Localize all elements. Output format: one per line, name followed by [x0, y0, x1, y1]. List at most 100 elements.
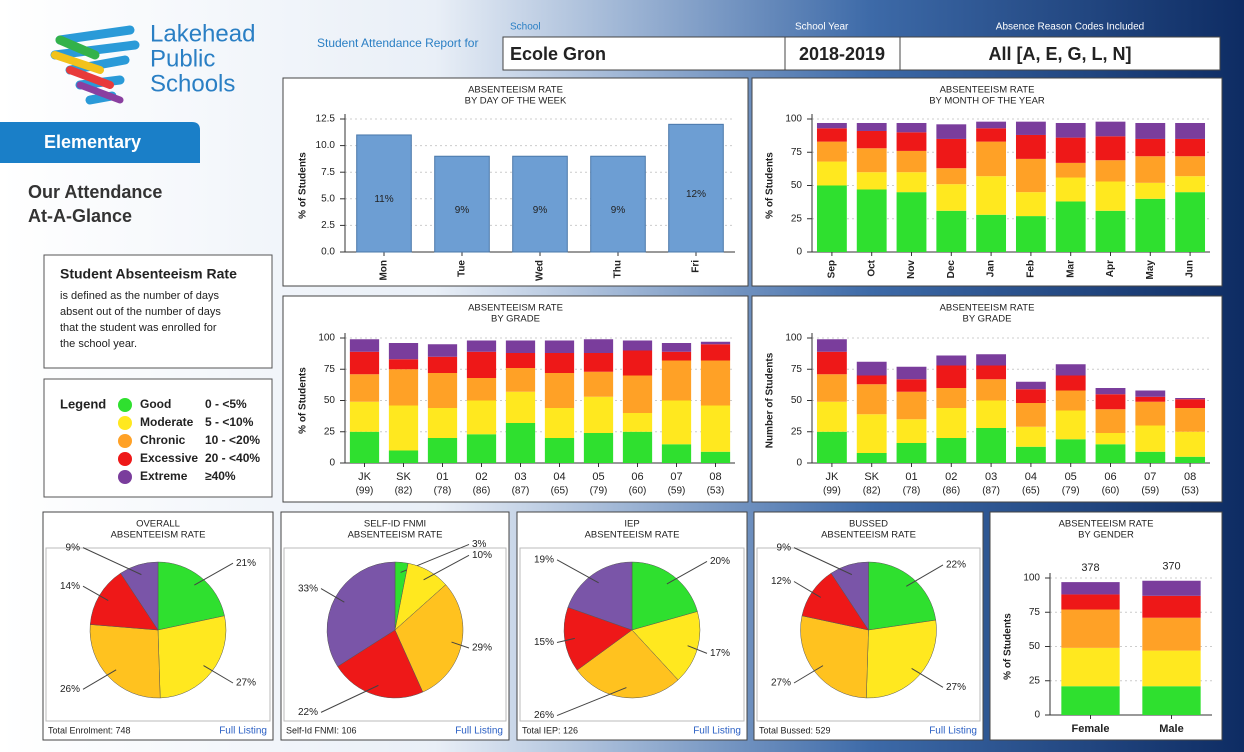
school-value: Ecole Gron [510, 44, 606, 64]
bar-segment [856, 414, 887, 453]
codes-select[interactable] [899, 36, 1221, 71]
leader-line [556, 637, 575, 643]
leader-line [793, 581, 822, 598]
full-listing-link[interactable]: Full Listing [455, 726, 503, 737]
bar-segment [1175, 176, 1206, 193]
bar-segment [1135, 396, 1166, 402]
value-label: 15% [534, 637, 554, 648]
y-tick-label: 50 [324, 395, 336, 406]
full-listing-link[interactable]: Full Listing [929, 726, 977, 737]
bar-segment [700, 405, 731, 452]
pie-slice [563, 606, 633, 671]
pie-slice [567, 561, 633, 631]
x-tick-count: (82) [863, 486, 881, 497]
bar-segment [583, 371, 614, 397]
bar-segment [976, 176, 1007, 215]
bar-segment [505, 368, 536, 392]
y-axis-label: % of Students [765, 152, 776, 219]
x-tick-label: 05 [592, 471, 604, 483]
bar-segment [936, 210, 967, 252]
leader-line [320, 588, 345, 603]
level-tab [0, 122, 200, 163]
legend-range: 10 - <20% [205, 433, 260, 447]
bar-segment [700, 344, 731, 361]
school-select[interactable] [502, 36, 786, 71]
x-tick-count: (79) [1062, 486, 1080, 497]
legend-box [43, 378, 273, 498]
value-label: 3% [472, 539, 487, 550]
bar-segment [976, 400, 1007, 428]
chart-title: ABSENTEEISM RATE [468, 303, 563, 314]
chart-title: SELF-ID FNMI [364, 519, 426, 530]
legend-range: 5 - <10% [205, 415, 254, 429]
bar-segment [1055, 137, 1086, 163]
bar-segment [976, 214, 1007, 252]
y-tick-label: 0 [329, 458, 335, 469]
bar-segment [816, 401, 847, 432]
bar-segment [896, 172, 927, 193]
pie-footer: Total Enrolment: 748 [48, 725, 131, 735]
x-tick-count: (87) [512, 486, 530, 497]
y-tick-label: 50 [791, 180, 803, 191]
bar-segment [936, 438, 967, 463]
bar-segment [505, 353, 536, 368]
x-tick-label: 05 [1065, 471, 1077, 483]
bar-segment [544, 353, 575, 373]
bar-segment [816, 128, 847, 142]
bar-segment [427, 408, 458, 438]
bar-segment [427, 373, 458, 408]
chart-title: ABSENTEEISM RATE [468, 85, 563, 96]
value-label: 9% [611, 205, 626, 216]
y-tick-label: 25 [791, 426, 803, 437]
bar-segment [1135, 401, 1166, 426]
bar-segment [1095, 409, 1126, 433]
leader-line [194, 562, 234, 586]
x-tick-label: 01 [436, 471, 448, 483]
bar-segment [1175, 431, 1206, 457]
bar-segment [856, 361, 887, 376]
y-tick-label: 12.5 [316, 114, 336, 125]
pie-slice [576, 629, 679, 699]
bar-segment [700, 341, 731, 345]
chart-title: BY MONTH OF THE YEAR [929, 96, 1045, 107]
leader-line [556, 687, 627, 717]
value-label: 12% [686, 189, 706, 200]
legend-swatch [118, 470, 132, 484]
x-tick-label: Dec [946, 260, 957, 279]
x-tick-label: 01 [905, 471, 917, 483]
y-tick-label: 50 [791, 395, 803, 406]
bar-segment [1015, 403, 1046, 427]
value-label: 27% [946, 682, 966, 693]
value-label: 9% [455, 205, 470, 216]
bar-segment [816, 339, 847, 352]
full-listing-link[interactable]: Full Listing [219, 726, 267, 737]
y-axis-label: % of Students [298, 367, 309, 434]
x-tick-label: 08 [1184, 471, 1196, 483]
x-tick-label: 03 [985, 471, 997, 483]
full-listing-link[interactable]: Full Listing [693, 726, 741, 737]
definition-line: the school year. [60, 338, 137, 350]
y-tick-label: 2.5 [321, 220, 335, 231]
x-tick-label: Sep [827, 260, 838, 278]
x-tick-count: (82) [395, 486, 413, 497]
bar-segment [505, 423, 536, 463]
x-tick-count: (60) [1102, 486, 1120, 497]
x-tick-label: Male [1159, 723, 1183, 735]
bar-segment [388, 359, 419, 370]
leader-line [82, 585, 109, 601]
value-label: 33% [298, 583, 318, 594]
bar-segment [1055, 201, 1086, 252]
x-tick-label: Mon [379, 260, 390, 281]
bar-segment [1095, 433, 1126, 445]
x-tick-label: Jan [986, 260, 997, 277]
bar [356, 134, 412, 253]
chart-title: BY GRADE [963, 314, 1012, 325]
bar-segment [622, 413, 653, 432]
bar-segment [1175, 192, 1206, 252]
bar-segment [661, 343, 692, 352]
bar-segment [1175, 138, 1206, 157]
pie-slice [800, 615, 869, 699]
bar-segment [427, 344, 458, 357]
bar-segment [388, 369, 419, 406]
pie-footer: Self-Id FNMI: 106 [286, 725, 357, 735]
